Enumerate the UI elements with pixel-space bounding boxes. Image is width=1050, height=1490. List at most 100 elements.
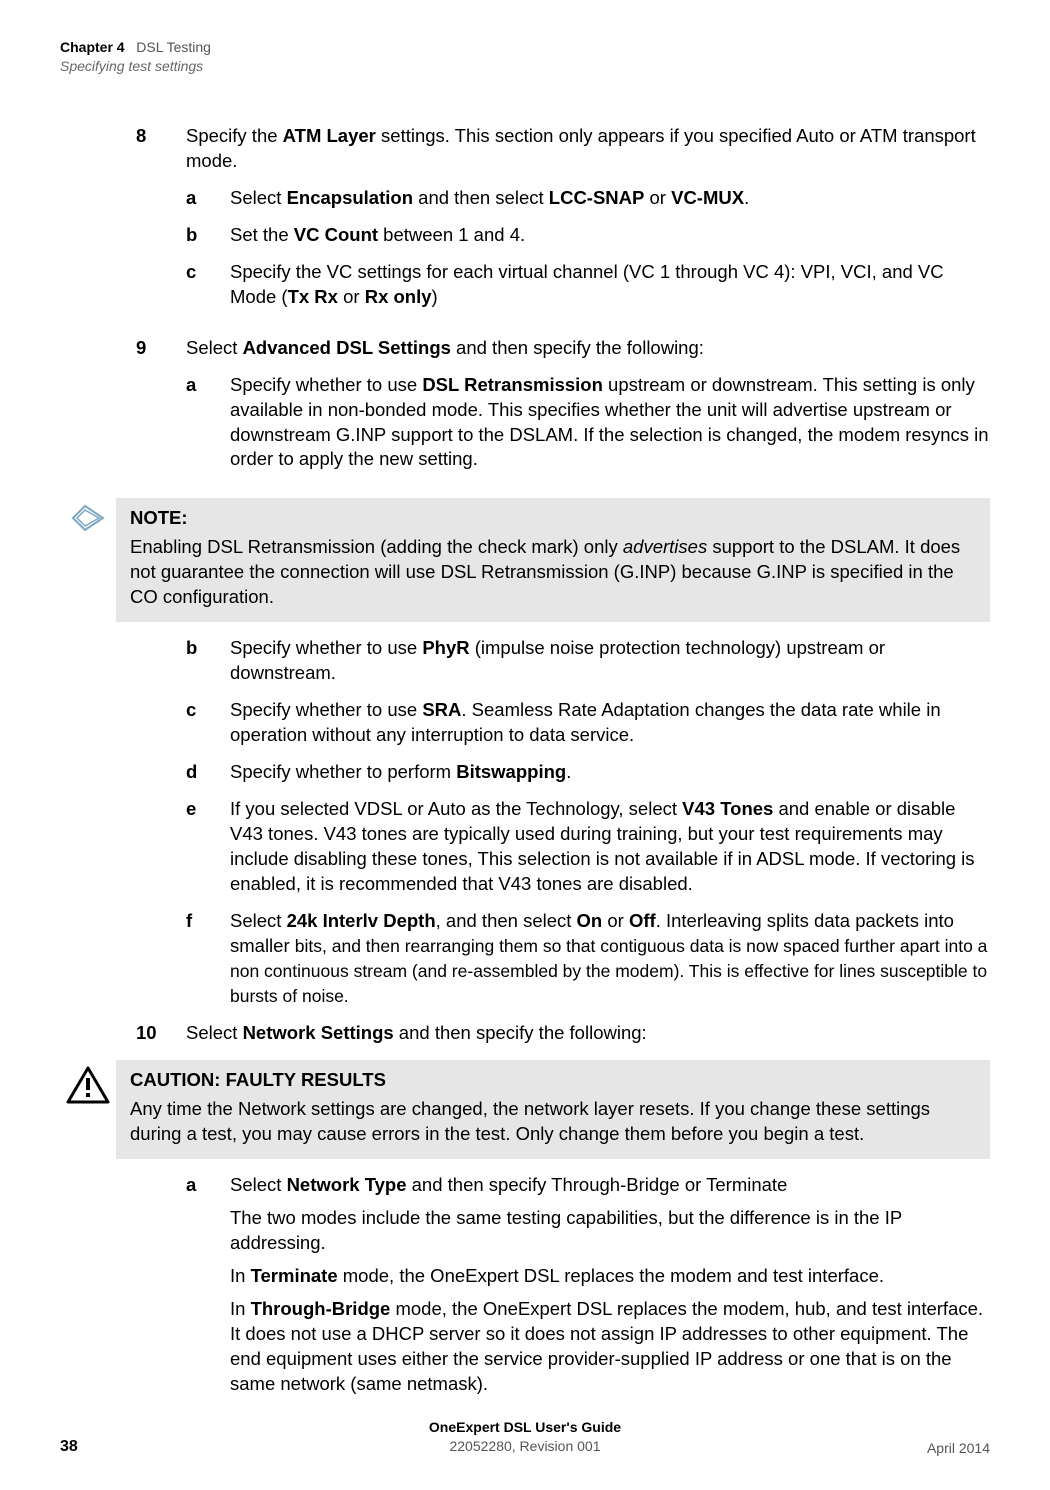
text: Set the bbox=[230, 224, 294, 245]
bold: V43 Tones bbox=[682, 798, 773, 819]
sub-letter: a bbox=[186, 373, 230, 473]
caution-title: CAUTION: FAULTY RESULTS bbox=[130, 1068, 976, 1093]
text: between 1 and 4. bbox=[378, 224, 525, 245]
sub-item-a: a Specify whether to use DSL Retransmiss… bbox=[186, 373, 990, 473]
sub-body: Select Network Type and then specify Thr… bbox=[230, 1173, 990, 1397]
text: Select bbox=[230, 1174, 287, 1195]
text: Specify whether to use bbox=[230, 637, 422, 658]
text: . bbox=[744, 187, 749, 208]
bold: LCC-SNAP bbox=[549, 187, 645, 208]
text: Specify whether to use bbox=[230, 699, 422, 720]
step-body: Specify the ATM Layer settings. This sec… bbox=[186, 124, 990, 322]
sub-item-c: c Specify the VC settings for each virtu… bbox=[186, 260, 990, 310]
sub-letter: a bbox=[186, 1173, 230, 1397]
bold: SRA bbox=[422, 699, 461, 720]
text: and then specify the following: bbox=[451, 337, 704, 358]
bold: Encapsulation bbox=[287, 187, 413, 208]
sub-body: Specify the VC settings for each virtual… bbox=[230, 260, 990, 310]
step-number: 9 bbox=[136, 336, 186, 485]
note-body: Enabling DSL Retransmission (adding the … bbox=[130, 535, 976, 610]
sub-item-a: a Select Encapsulation and then select L… bbox=[186, 186, 990, 211]
bold: Through-Bridge bbox=[251, 1298, 391, 1319]
sub-letter: f bbox=[186, 909, 230, 1009]
bold: Rx only bbox=[365, 286, 432, 307]
step-body: Select Advanced DSL Settings and then sp… bbox=[186, 336, 990, 485]
text-small: bits, and then rearranging them so that … bbox=[230, 936, 987, 1006]
sub-item-e: e If you selected VDSL or Auto as the Te… bbox=[186, 797, 990, 897]
text: , and then select bbox=[436, 910, 577, 931]
text: and then specify the following: bbox=[394, 1022, 647, 1043]
text: ) bbox=[432, 286, 438, 307]
footer-rev: 22052280, Revision 001 bbox=[449, 1438, 600, 1454]
page: Chapter 4 DSL Testing Specifying test se… bbox=[0, 0, 1050, 1490]
text: Specify whether to perform bbox=[230, 761, 456, 782]
sub-list: a Select Encapsulation and then select L… bbox=[186, 186, 990, 310]
bold: Terminate bbox=[251, 1265, 338, 1286]
note-title: NOTE: bbox=[130, 506, 976, 531]
step-10: 10 Select Network Settings and then spec… bbox=[136, 1021, 990, 1046]
sub-letter: b bbox=[186, 636, 230, 686]
sub-item-a: a Select Network Type and then specify T… bbox=[186, 1173, 990, 1397]
text: Specify the bbox=[186, 125, 283, 146]
sub-item-d: d Specify whether to perform Bitswapping… bbox=[186, 760, 990, 785]
bold: Network Type bbox=[287, 1174, 407, 1195]
note-box: NOTE: Enabling DSL Retransmission (addin… bbox=[116, 498, 990, 622]
footer-center: OneExpert DSL User's Guide 22052280, Rev… bbox=[0, 1418, 1050, 1456]
step-body: Select Network Settings and then specify… bbox=[186, 1021, 990, 1046]
text: or bbox=[338, 286, 365, 307]
text: . bbox=[566, 761, 571, 782]
chapter-label: Chapter 4 bbox=[60, 39, 125, 55]
text: and then select bbox=[413, 187, 549, 208]
text: Enabling DSL Retransmission (adding the … bbox=[130, 536, 623, 557]
text: Select bbox=[230, 187, 287, 208]
text: and then specify Through-Bridge or Termi… bbox=[407, 1174, 788, 1195]
content: 8 Specify the ATM Layer settings. This s… bbox=[136, 124, 990, 1397]
paragraph: In Terminate mode, the OneExpert DSL rep… bbox=[230, 1264, 990, 1289]
sub-body: If you selected VDSL or Auto as the Tech… bbox=[230, 797, 990, 897]
footer-title: OneExpert DSL User's Guide bbox=[429, 1419, 621, 1435]
sub-body: Select 24k Interlv Depth, and then selec… bbox=[230, 909, 990, 1009]
bold: ATM Layer bbox=[283, 125, 376, 146]
text: or bbox=[602, 910, 629, 931]
bold: DSL Retransmission bbox=[422, 374, 603, 395]
step-number: 10 bbox=[136, 1021, 186, 1046]
bold: Bitswapping bbox=[456, 761, 566, 782]
page-header: Chapter 4 DSL Testing Specifying test se… bbox=[60, 38, 990, 76]
sub-body: Specify whether to use DSL Retransmissio… bbox=[230, 373, 990, 473]
footer-date: April 2014 bbox=[927, 1440, 990, 1456]
paragraph: The two modes include the same testing c… bbox=[230, 1206, 990, 1256]
text: Select bbox=[186, 1022, 243, 1043]
page-number: 38 bbox=[60, 1438, 78, 1456]
caution-body: Any time the Network settings are change… bbox=[130, 1097, 976, 1147]
sub-letter: c bbox=[186, 260, 230, 310]
section-title: Specifying test settings bbox=[60, 58, 203, 74]
sub-list: a Specify whether to use DSL Retransmiss… bbox=[186, 373, 990, 473]
sub-letter: d bbox=[186, 760, 230, 785]
sub-item-b: b Specify whether to use PhyR (impulse n… bbox=[186, 636, 990, 686]
chapter-title-text: DSL Testing bbox=[136, 39, 211, 55]
bold: Tx Rx bbox=[288, 286, 338, 307]
caution-box: CAUTION: FAULTY RESULTS Any time the Net… bbox=[116, 1060, 990, 1159]
bold: On bbox=[577, 910, 603, 931]
step-10-continued: a Select Network Type and then specify T… bbox=[136, 1173, 990, 1397]
step-8: 8 Specify the ATM Layer settings. This s… bbox=[136, 124, 990, 322]
caution-callout: CAUTION: FAULTY RESULTS Any time the Net… bbox=[60, 1060, 990, 1159]
sub-body: Specify whether to perform Bitswapping. bbox=[230, 760, 990, 785]
note-icon bbox=[60, 498, 116, 532]
sub-body: Select Encapsulation and then select LCC… bbox=[230, 186, 990, 211]
page-footer: OneExpert DSL User's Guide 22052280, Rev… bbox=[0, 1418, 1050, 1456]
sub-item-c: c Specify whether to use SRA. Seamless R… bbox=[186, 698, 990, 748]
step-number: 8 bbox=[136, 124, 186, 322]
sub-body: Specify whether to use SRA. Seamless Rat… bbox=[230, 698, 990, 748]
bold: VC Count bbox=[294, 224, 378, 245]
italic: advertises bbox=[623, 536, 707, 557]
bold: VC-MUX bbox=[671, 187, 744, 208]
sub-letter: a bbox=[186, 186, 230, 211]
bold: Off bbox=[629, 910, 656, 931]
sub-letter: b bbox=[186, 223, 230, 248]
text: or bbox=[644, 187, 671, 208]
text: mode, the OneExpert DSL replaces the mod… bbox=[338, 1265, 884, 1286]
paragraph: In Through-Bridge mode, the OneExpert DS… bbox=[230, 1297, 990, 1397]
text: In bbox=[230, 1298, 251, 1319]
caution-icon bbox=[60, 1060, 116, 1106]
